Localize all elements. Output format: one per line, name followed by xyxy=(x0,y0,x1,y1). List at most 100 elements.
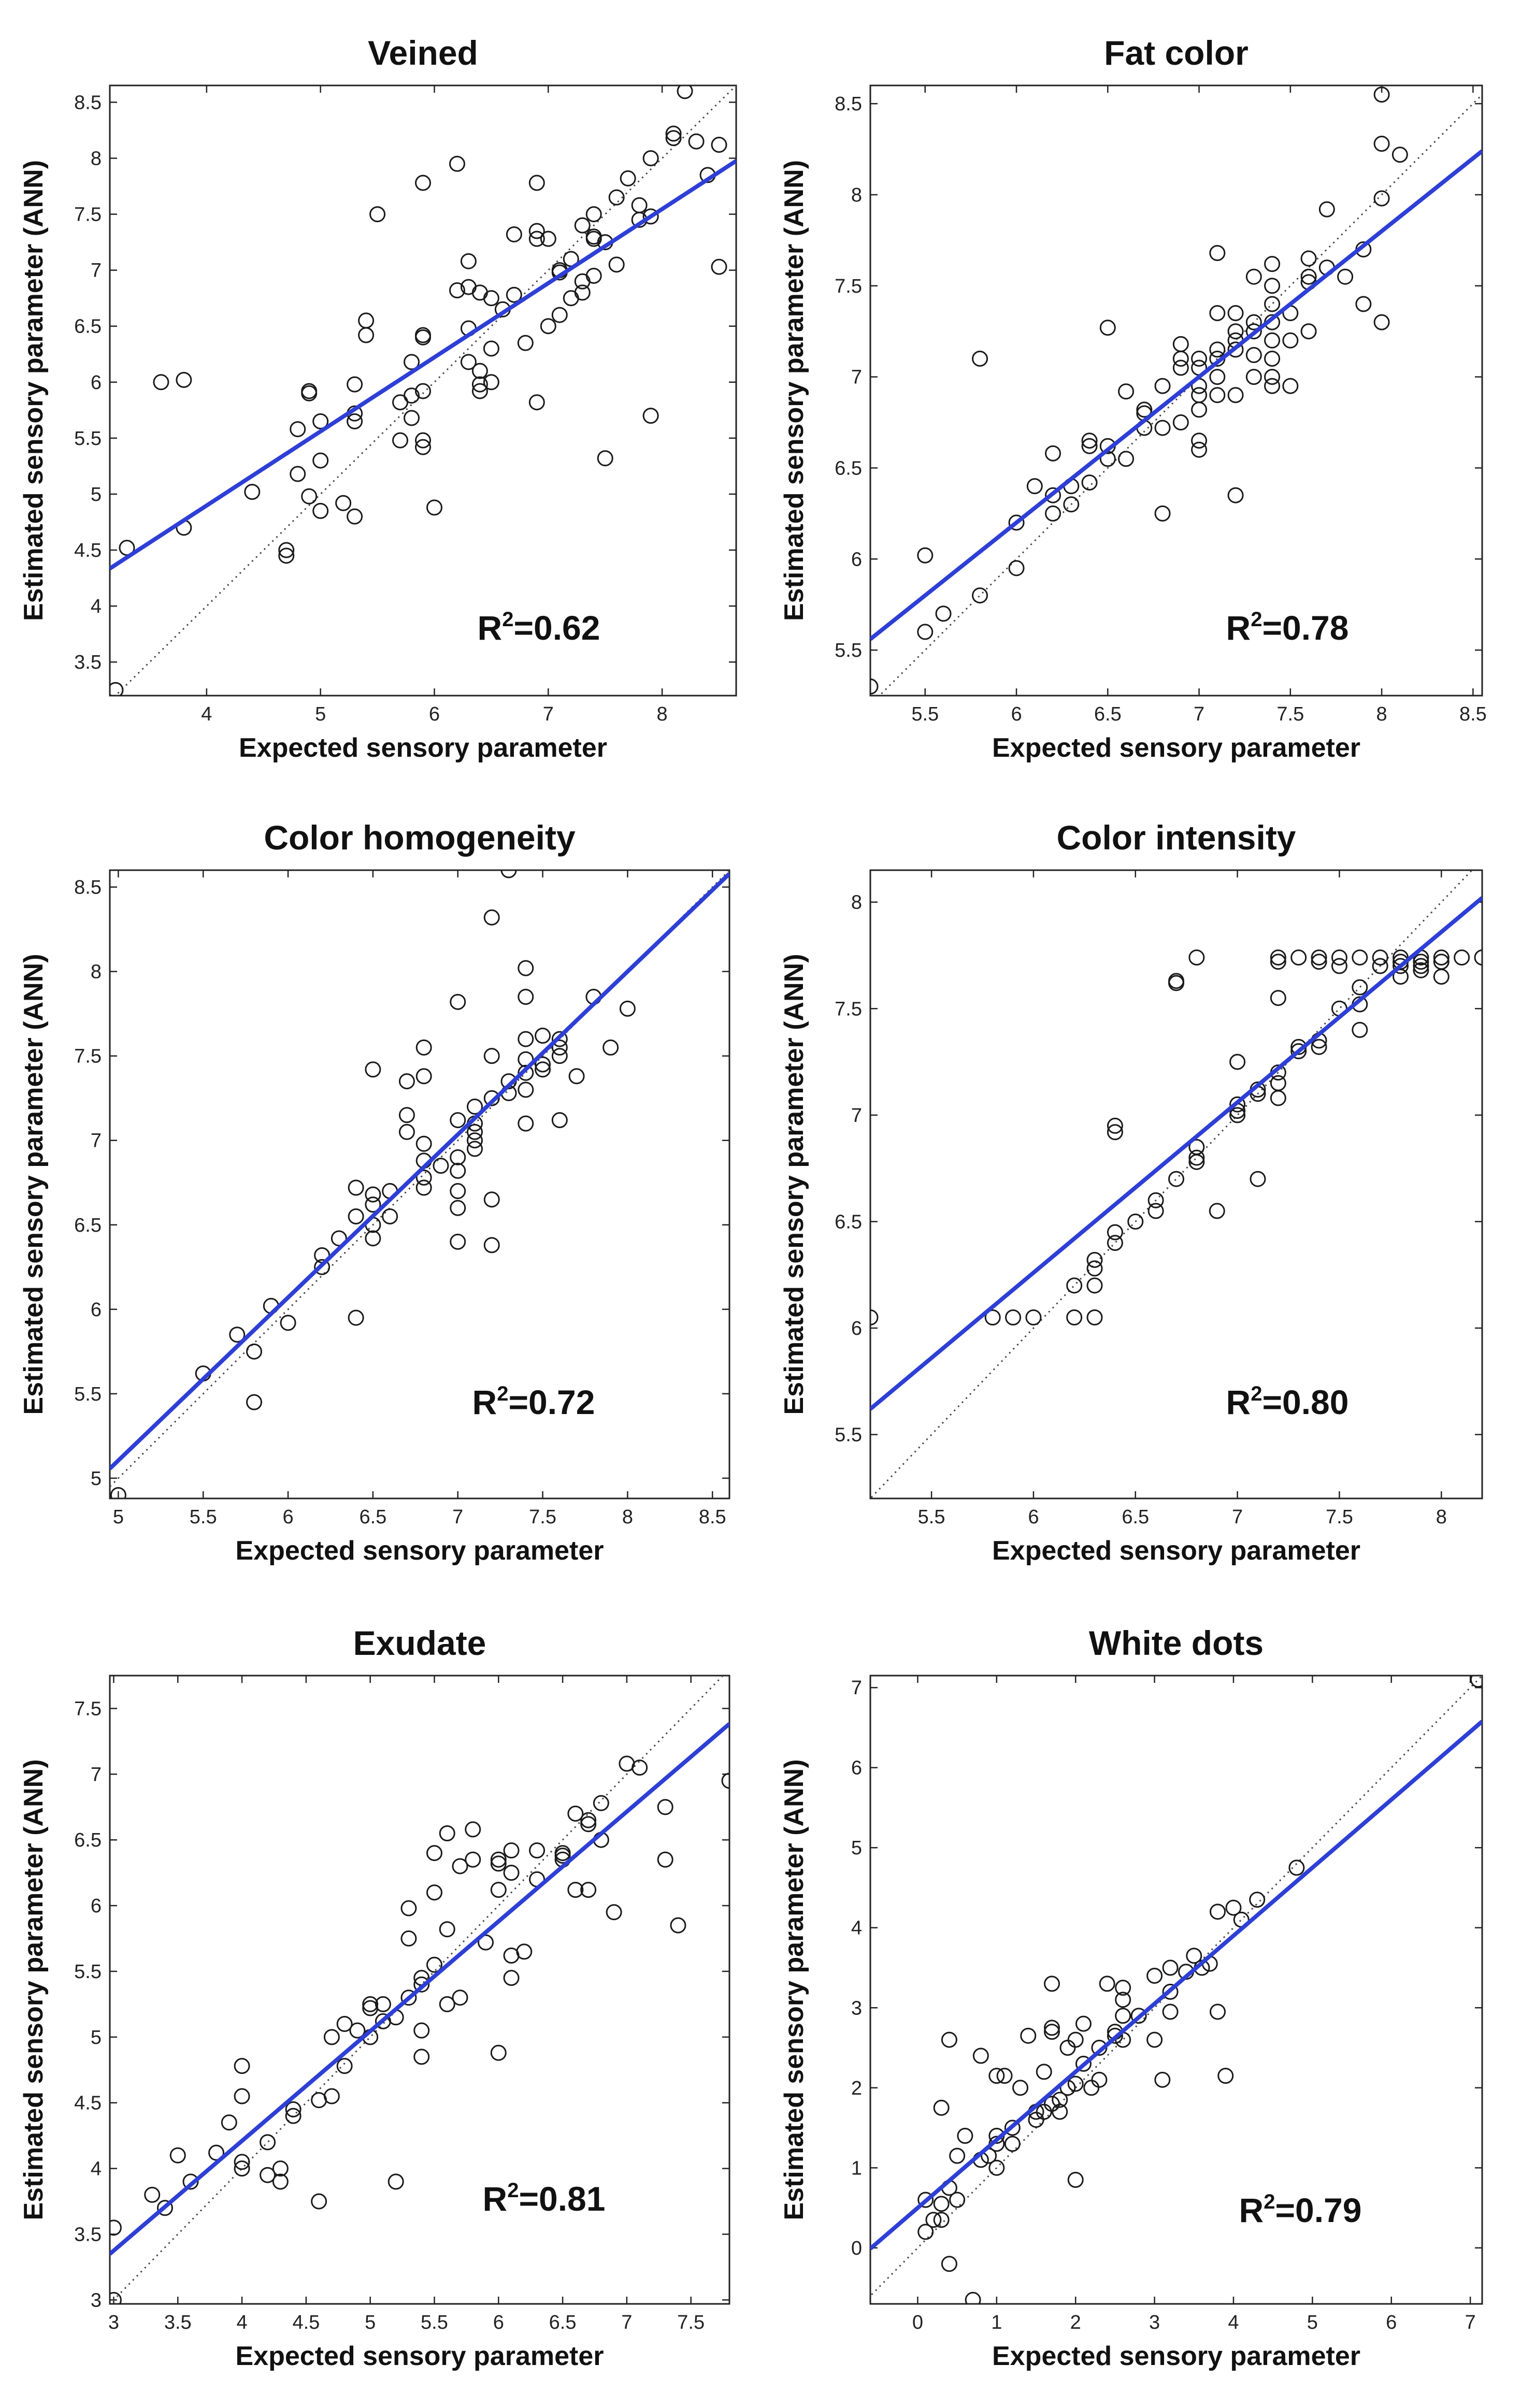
y-tick-label: 7.5 xyxy=(835,276,862,297)
data-point xyxy=(1229,1054,1246,1070)
y-tick-label: 8.5 xyxy=(74,877,102,899)
y-tick-label: 8 xyxy=(91,148,102,169)
data-point xyxy=(1250,1171,1266,1187)
r-squared-label: R2=0.72 xyxy=(472,1382,595,1421)
data-point xyxy=(1413,958,1429,974)
data-point xyxy=(1066,1309,1083,1325)
data-point xyxy=(1025,1309,1042,1325)
data-point xyxy=(972,350,988,367)
regression-line xyxy=(110,1722,729,2256)
data-point xyxy=(580,1882,597,1898)
data-point xyxy=(593,1795,609,1811)
data-point xyxy=(260,2134,276,2151)
data-point xyxy=(1004,2136,1021,2152)
data-point xyxy=(518,1031,534,1047)
data-point xyxy=(1191,401,1208,418)
data-point xyxy=(278,542,295,558)
data-point xyxy=(1067,2075,1084,2092)
data-point xyxy=(1352,949,1368,966)
data-point xyxy=(347,413,363,429)
data-point xyxy=(452,1989,468,2006)
data-point xyxy=(1245,268,1262,285)
data-point xyxy=(312,413,329,429)
x-tick-label: 4 xyxy=(201,703,212,725)
data-point xyxy=(529,1842,546,1859)
x-tick-label: 8 xyxy=(1376,703,1387,725)
data-point xyxy=(460,354,477,370)
data-point xyxy=(1099,1976,1115,1992)
x-tick-label: 3.5 xyxy=(164,2312,192,2333)
x-tick-label: 8.5 xyxy=(1459,703,1487,725)
x-tick-label: 4 xyxy=(236,2312,247,2333)
plot-frame xyxy=(869,84,1483,697)
identity-line xyxy=(110,870,729,1488)
data-point xyxy=(933,2099,950,2116)
data-point xyxy=(466,1099,483,1115)
x-tick-label: 8 xyxy=(622,1506,633,1528)
r-squared-label: R2=0.81 xyxy=(483,2179,606,2218)
data-point xyxy=(1300,323,1317,340)
data-point xyxy=(1264,350,1281,367)
regression-line xyxy=(870,1720,1482,2251)
regression-line xyxy=(870,149,1482,641)
data-point xyxy=(460,253,477,269)
data-point xyxy=(1474,949,1482,966)
data-point xyxy=(404,387,420,404)
data-point xyxy=(540,230,556,247)
x-axis-label: Expected sensory parameter xyxy=(239,733,607,763)
data-point xyxy=(1005,1309,1022,1325)
y-tick-label: 8.5 xyxy=(835,93,862,115)
data-point xyxy=(670,1917,686,1934)
data-point xyxy=(642,208,659,225)
y-axis-label: Estimated sensory parameter (ANN) xyxy=(19,954,49,1415)
data-point xyxy=(933,2196,950,2212)
data-point xyxy=(1433,969,1450,985)
chart-panel: Fat color 5.5 6 6.5 7 7.5 8 8.5 5.5 6 6.5 7 7.5 8 8.5 E… xyxy=(779,34,1487,763)
data-point xyxy=(1162,2003,1179,2020)
data-point xyxy=(1147,1203,1164,1219)
data-point xyxy=(290,466,306,482)
data-point xyxy=(490,1851,507,1868)
chart-title: Color homogeneity xyxy=(264,818,576,857)
data-point xyxy=(365,1196,381,1213)
data-point xyxy=(1470,1676,1482,1688)
data-point xyxy=(1413,962,1429,978)
data-point xyxy=(606,1904,622,1921)
data-point xyxy=(156,2200,173,2216)
data-point xyxy=(449,155,465,172)
y-tick-label: 7 xyxy=(851,1105,862,1127)
y-tick-label: 3.5 xyxy=(74,652,102,673)
data-point xyxy=(1331,958,1347,974)
y-tick-label: 4 xyxy=(91,2158,102,2180)
data-point xyxy=(631,197,648,213)
plot-area xyxy=(870,1676,1482,2304)
data-point xyxy=(388,2173,404,2190)
data-point xyxy=(450,1112,466,1129)
plot-area xyxy=(110,1676,729,2304)
data-point xyxy=(580,1816,597,1833)
y-tick-label: 7.5 xyxy=(74,1698,102,1720)
data-point xyxy=(466,1123,483,1140)
data-point xyxy=(234,2058,250,2074)
data-point xyxy=(1063,496,1080,513)
data-point xyxy=(323,2088,340,2104)
data-point xyxy=(1081,474,1098,491)
data-point xyxy=(1300,268,1317,285)
x-tick-label: 6 xyxy=(493,2312,504,2333)
data-point xyxy=(1245,323,1262,340)
data-point xyxy=(506,226,522,242)
data-point xyxy=(1270,954,1286,970)
data-point xyxy=(260,2167,276,2183)
data-point xyxy=(1288,1859,1305,1876)
data-point xyxy=(449,282,465,299)
data-point xyxy=(503,1865,520,1881)
data-point xyxy=(574,284,591,301)
data-point xyxy=(1130,2008,1147,2024)
data-point xyxy=(1282,378,1299,394)
data-point xyxy=(382,1208,398,1224)
data-point xyxy=(632,1760,648,1776)
data-point xyxy=(1373,314,1390,330)
data-point xyxy=(1355,296,1372,312)
data-point xyxy=(1045,487,1061,503)
x-tick-label: 8 xyxy=(657,703,668,725)
